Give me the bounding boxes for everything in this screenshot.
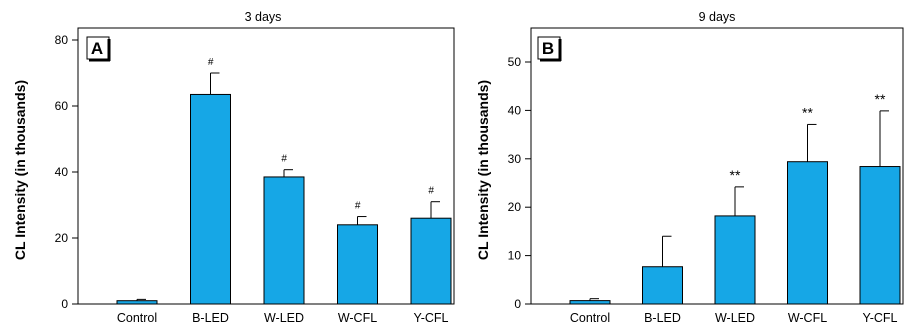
bar <box>569 300 611 305</box>
significance-marker: ** <box>875 91 886 107</box>
y-tick-label: 0 <box>514 297 521 311</box>
significance-marker: # <box>355 201 361 212</box>
y-tick-label: 20 <box>508 200 522 214</box>
y-tick-label: 0 <box>61 297 68 311</box>
category-label: W-CFL <box>788 311 827 325</box>
panel-a-y-axis: 0 20 40 60 80 <box>55 33 78 311</box>
panel-b-ylabel: CL Intensity (in thousands) <box>475 80 491 260</box>
panel-a-badge: A <box>86 36 111 62</box>
significance-marker: # <box>281 154 287 165</box>
bar <box>190 93 231 305</box>
bar <box>410 217 452 305</box>
category-label: B-LED <box>644 311 681 325</box>
category-label: W-LED <box>715 311 755 325</box>
panel-a: CL Intensity (in thousands) 3 days A 0 20… <box>12 10 455 325</box>
panel-b-x-axis: Control B-LED W-LED W-CFL Y-CFL <box>570 311 898 325</box>
panel-a-title: 3 days <box>245 10 282 24</box>
bar <box>263 176 305 305</box>
significance-marker: # <box>208 57 214 68</box>
category-label: Y-CFL <box>863 311 898 325</box>
bar <box>116 300 158 305</box>
panel-a-label: A <box>91 39 103 58</box>
panel-a-x-axis: Control B-LED W-LED W-CFL Y-CFL <box>117 311 449 325</box>
category-label: Control <box>570 311 610 325</box>
significance-marker: ** <box>730 167 741 183</box>
panel-b-bars: ** ** ** <box>569 91 901 305</box>
category-label: W-CFL <box>338 311 377 325</box>
category-label: B-LED <box>192 311 229 325</box>
bar <box>642 266 683 305</box>
y-tick-label: 10 <box>508 249 522 263</box>
panel-a-ylabel: CL Intensity (in thousands) <box>12 80 28 260</box>
y-tick-label: 60 <box>55 99 69 113</box>
category-label: W-LED <box>264 311 304 325</box>
category-label: Y-CFL <box>414 311 449 325</box>
y-tick-label: 20 <box>55 231 69 245</box>
significance-marker: ** <box>802 104 813 120</box>
y-tick-label: 30 <box>508 152 522 166</box>
panel-b-badge: B <box>537 36 562 62</box>
y-tick-label: 50 <box>508 55 522 69</box>
panel-b-label: B <box>542 39 554 58</box>
panel-a-bars: # # # # <box>116 57 452 305</box>
panel-b: CL Intensity (in thousands) 9 days B 0 10… <box>475 10 904 325</box>
bar <box>859 166 901 305</box>
y-tick-label: 40 <box>508 103 522 117</box>
bar <box>337 224 378 305</box>
bar <box>714 215 756 305</box>
bar <box>787 161 828 305</box>
panel-b-y-axis: 0 10 20 30 40 50 <box>508 55 531 311</box>
y-tick-label: 40 <box>55 165 69 179</box>
panel-b-title: 9 days <box>699 10 736 24</box>
category-label: Control <box>117 311 157 325</box>
significance-marker: # <box>428 186 434 197</box>
y-tick-label: 80 <box>55 33 69 47</box>
